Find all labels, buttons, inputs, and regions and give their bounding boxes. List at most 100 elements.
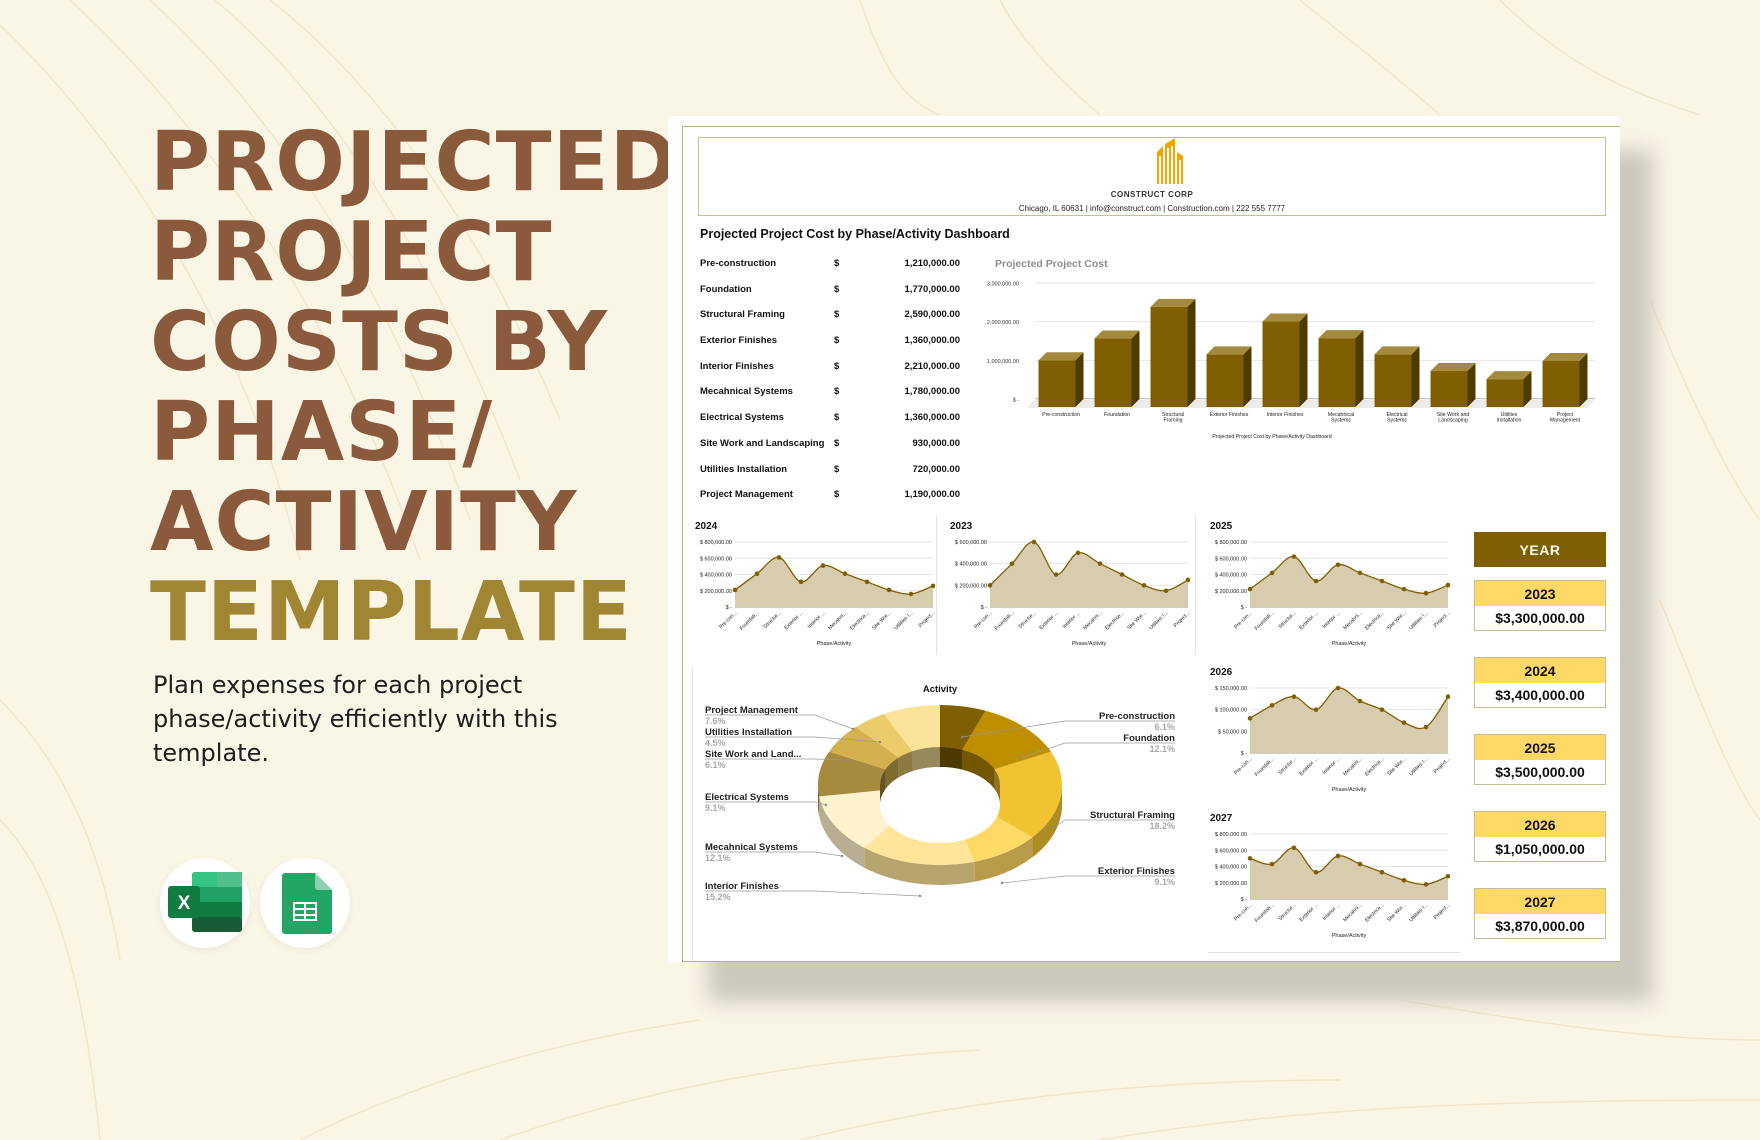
svg-text:$ 400,000.00: $ 400,000.00	[700, 573, 732, 579]
svg-text:Structural: Structural	[1162, 412, 1184, 418]
excel-icon: X	[168, 872, 242, 932]
donut-slice	[855, 713, 913, 758]
svg-text:$ 200,000.00: $ 200,000.00	[955, 583, 987, 589]
svg-text:$ 800,000.00: $ 800,000.00	[1215, 540, 1247, 546]
svg-text:Systems: Systems	[1331, 418, 1351, 424]
table-row: Project Management $1,190,000.00	[700, 489, 960, 515]
svg-text:Pre-con...: Pre-con...	[718, 610, 738, 630]
svg-text:$ 2,000,000.00: $ 2,000,000.00	[985, 320, 1019, 326]
svg-text:Mecahni...: Mecahni...	[1342, 756, 1363, 777]
svg-text:Structur...: Structur...	[762, 610, 782, 630]
svg-text:Structur...: Structur...	[1277, 756, 1297, 776]
hero-title-line: PROJECTED	[150, 115, 679, 210]
currency-symbol: $	[834, 258, 840, 269]
svg-text:$ 600,000.00: $ 600,000.00	[1215, 848, 1247, 854]
chart-title: 2024	[695, 521, 718, 532]
divider	[936, 515, 937, 655]
svg-text:$ 50,000.00: $ 50,000.00	[1218, 729, 1247, 735]
donut-chart-activity: ActivityPre-construction6.1%Foundation12…	[705, 684, 1175, 902]
svg-text:$ 200,000.00: $ 200,000.00	[1215, 589, 1247, 595]
slice-label: Foundation	[1123, 733, 1175, 744]
svg-text:Structur...: Structur...	[1017, 610, 1037, 630]
chart-xlabel: Projected Project Cost by Phase/Activity…	[1212, 434, 1331, 440]
slice-label: Project Management	[705, 705, 799, 716]
year-total: $3,870,000.00	[1495, 918, 1585, 934]
table-row: Interior Finishes $2,210,000.00	[700, 361, 960, 387]
svg-text:Utilities I...: Utilities I...	[1408, 902, 1429, 923]
svg-text:$ 600,000.00: $ 600,000.00	[955, 540, 987, 546]
line-chart-2023: 2023 $ - $ 200,000.00 $ 400,000.00 $ 600,000…	[950, 521, 1190, 647]
hero-title-accent: TEMPLATE	[150, 565, 633, 660]
currency-symbol: $	[834, 360, 840, 372]
line-chart-2025: 2025 $ - $ 200,000.00 $ 400,000.00 $ 600,000…	[1210, 521, 1450, 647]
svg-text:Electrica...: Electrica...	[1364, 756, 1385, 777]
svg-text:$ 400,000.00: $ 400,000.00	[1215, 573, 1247, 579]
bar-chart-projected-cost: Projected Project Cost $ - $ 1,000,000.00 $…	[985, 258, 1595, 440]
phase-amount: 1,360,000.00	[904, 412, 960, 424]
svg-text:Landscaping: Landscaping	[1438, 418, 1468, 424]
currency-symbol: $	[834, 412, 840, 424]
svg-text:Electrica...: Electrica...	[1364, 610, 1385, 631]
year-card-2025: 2025 $3,500,000.00	[1474, 734, 1606, 785]
currency-symbol: $	[834, 335, 840, 347]
year-total: $1,050,000.00	[1495, 841, 1585, 857]
year-header: YEAR	[1474, 532, 1606, 567]
donut-slice	[985, 751, 1062, 838]
year-card-2024: 2024 $3,400,000.00	[1474, 657, 1606, 708]
svg-text:Systems: Systems	[1387, 418, 1407, 424]
google-sheets-icon	[282, 873, 332, 934]
svg-text:Mecahni...: Mecahni...	[827, 610, 848, 631]
excel-app-button[interactable]: X	[160, 858, 250, 948]
svg-text:$ 100,000.00: $ 100,000.00	[1215, 708, 1247, 714]
slice-label: Structural Framing	[1090, 810, 1175, 821]
svg-text:Utilities I...: Utilities I...	[1408, 756, 1429, 777]
svg-text:Utilities I...: Utilities I...	[1408, 610, 1429, 631]
svg-text:Site Wor...: Site Wor...	[1386, 756, 1407, 777]
year-label: 2025	[1475, 735, 1605, 760]
table-row: Foundation $1,770,000.00	[700, 284, 960, 310]
table-row: Electrical Systems $1,360,000.00	[700, 412, 960, 438]
line-chart-2027: 2027 $ - $ 200,000.00 $ 400,000.00 $ 600,000…	[1210, 813, 1450, 939]
donut-slice	[829, 726, 899, 770]
year-card-2026: 2026 $1,050,000.00	[1474, 811, 1606, 862]
table-row: Pre-construction $1,210,000.00	[700, 258, 960, 284]
divider	[1208, 952, 1460, 953]
svg-text:$ -: $ -	[1013, 398, 1020, 404]
svg-text:$ 1,000,000.00: $ 1,000,000.00	[985, 359, 1019, 365]
donut-slice	[883, 705, 940, 752]
company-contact: Chicago, IL 60631 | info@construct.com |…	[1018, 204, 1286, 213]
svg-text:$ -: $ -	[1241, 751, 1248, 757]
svg-text:Utilities I...: Utilities I...	[1148, 610, 1169, 631]
phase-label: Exterior Finishes	[700, 335, 778, 347]
google-sheets-app-button[interactable]	[260, 858, 350, 948]
svg-text:Site Wor...: Site Wor...	[1386, 902, 1407, 923]
svg-text:Project...: Project...	[1173, 610, 1190, 629]
chart-title: 2026	[1210, 667, 1233, 678]
svg-text:Pre-con...: Pre-con...	[1233, 902, 1253, 922]
svg-text:$ 600,000.00: $ 600,000.00	[1215, 556, 1247, 562]
phase-amount: 720,000.00	[912, 463, 960, 475]
svg-text:Electrica...: Electrica...	[1364, 902, 1385, 923]
svg-text:X: X	[178, 893, 191, 914]
svg-text:Interior ...: Interior ...	[1322, 902, 1342, 922]
hero-title-line: COSTS BY	[150, 295, 608, 390]
table-row: Structural Framing $2,590,000.00	[700, 309, 960, 335]
company-name: CONSTRUCT CORP	[1110, 190, 1194, 199]
slice-label: Electrical Systems	[705, 792, 789, 803]
slice-label: Exterior Finishes	[1098, 866, 1175, 877]
svg-text:$ -: $ -	[1241, 605, 1248, 611]
svg-text:Foundati...: Foundati...	[1254, 610, 1276, 632]
svg-text:Project...: Project...	[1433, 902, 1450, 921]
svg-text:$ 200,000.00: $ 200,000.00	[700, 589, 732, 595]
svg-text:Site Work and: Site Work and	[1437, 412, 1470, 418]
svg-text:$ 800,000.00: $ 800,000.00	[700, 540, 732, 546]
slice-percent: 6.1%	[705, 760, 726, 770]
chart-title: Projected Project Cost	[995, 258, 1108, 270]
svg-text:Management: Management	[1550, 418, 1581, 424]
svg-text:Electrica...: Electrica...	[1104, 610, 1125, 631]
svg-text:Interior ...: Interior ...	[1062, 610, 1082, 630]
svg-text:$ 3,000,000.00: $ 3,000,000.00	[985, 282, 1019, 288]
divider	[1195, 515, 1196, 655]
svg-text:Pre-con...: Pre-con...	[1233, 756, 1253, 776]
currency-symbol: $	[834, 463, 840, 475]
